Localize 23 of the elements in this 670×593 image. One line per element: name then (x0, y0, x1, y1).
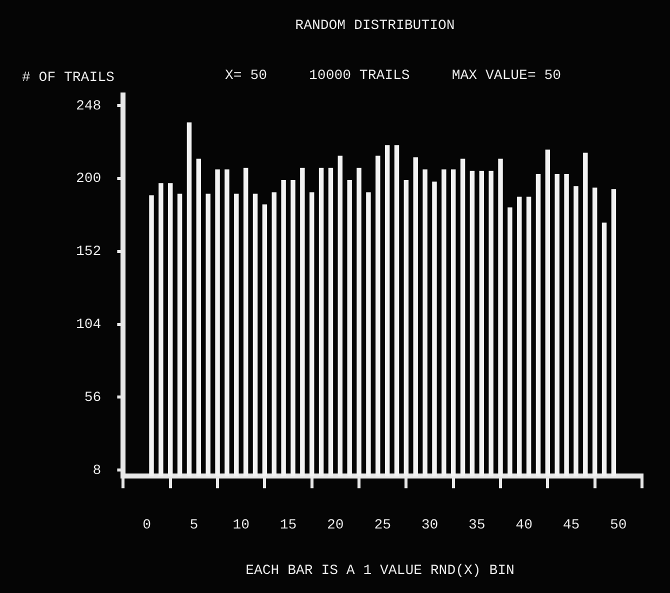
text: 10000 TRAILS (309, 68, 410, 84)
x-tick-label: 15 (280, 517, 297, 534)
y-tick-label: 248 (76, 98, 102, 114)
x-tick-label: 10 (232, 517, 250, 534)
x-tick-label: 20 (327, 517, 344, 534)
y-tick-label: 8 (92, 462, 102, 479)
x-tick-label: 25 (374, 517, 392, 534)
y-tick-label: 152 (76, 244, 102, 260)
y-tick-label: 104 (76, 317, 102, 334)
x-tick-label: 30 (421, 517, 438, 534)
y-tick-label: 56 (84, 390, 102, 406)
y-tick-label: 200 (76, 171, 102, 188)
x-tick-label: 35 (468, 517, 486, 534)
y-axis-title: # OF TRAILS (22, 70, 114, 86)
chart-title: RANDOM DISTRIBUTION (294, 18, 456, 34)
x-tick-label: 5 (190, 517, 198, 534)
text: MAX VALUE= 50 (452, 68, 562, 84)
x-tick-label: 0 (142, 517, 151, 534)
x-tick-label: 40 (516, 517, 532, 534)
text: X= 50 (225, 68, 268, 84)
x-tick-label: 45 (562, 517, 580, 534)
x-tick-label: 50 (610, 517, 627, 534)
x-axis-title: EACH BAR IS A 1 VALUE RND(X) BIN (244, 563, 516, 579)
